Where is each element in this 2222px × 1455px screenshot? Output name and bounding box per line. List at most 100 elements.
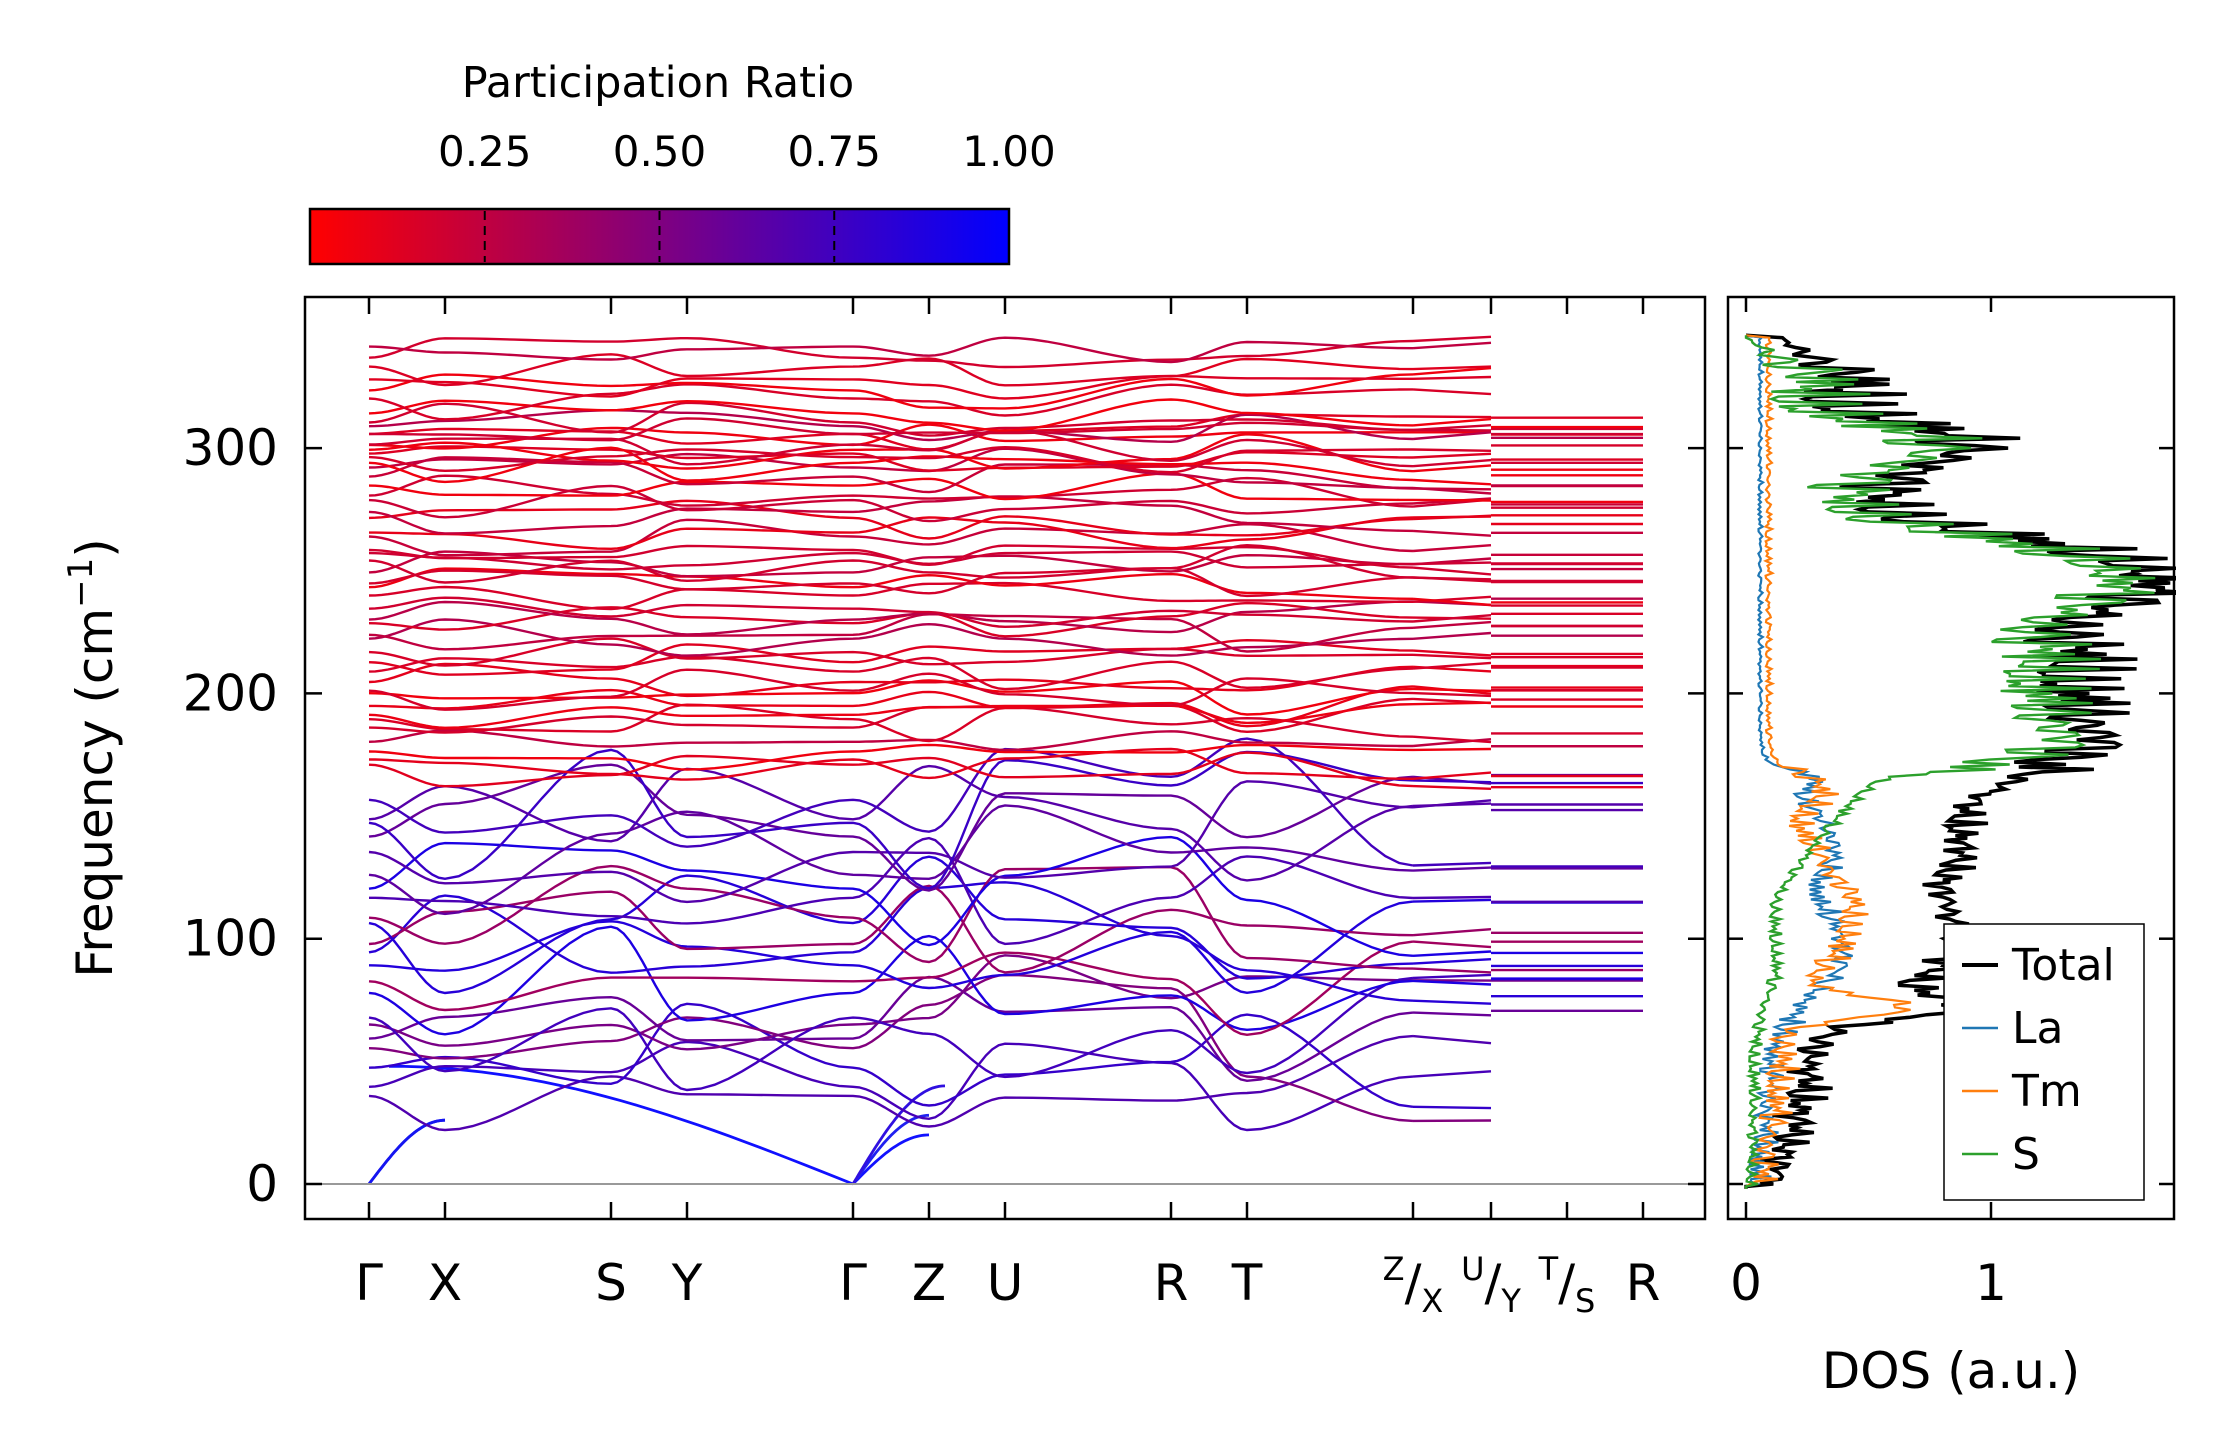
band-line	[1412, 576, 1492, 581]
band-line	[1412, 431, 1492, 441]
band-line	[368, 456, 1414, 494]
hs-label-x: X	[428, 1254, 462, 1312]
acoustic-branch	[388, 1064, 854, 1186]
dos-x-tick-label: 0	[1730, 1254, 1762, 1312]
band-line	[1412, 424, 1492, 432]
band-line	[1412, 701, 1492, 706]
band-line	[1412, 631, 1492, 640]
band-line	[368, 373, 1414, 410]
band-line	[1412, 950, 1492, 957]
legend-label: S	[2012, 1129, 2040, 1180]
band-line	[1412, 999, 1492, 1005]
band-line	[368, 855, 1414, 995]
band-line	[368, 804, 1414, 916]
band-line	[1412, 498, 1492, 502]
band-line	[368, 940, 1414, 1037]
band-line	[1412, 779, 1492, 784]
hs-label-z: Z	[912, 1254, 946, 1312]
band-line	[368, 763, 1414, 892]
band-line	[1412, 448, 1492, 452]
band-line	[1412, 928, 1492, 937]
band-line	[1412, 375, 1492, 380]
band-line	[368, 662, 1414, 698]
band-line	[368, 679, 1414, 716]
legend-label: Tm	[2011, 1066, 2082, 1117]
band-line	[1412, 614, 1492, 623]
band-line	[369, 417, 1414, 442]
band-line	[1412, 1034, 1492, 1045]
band-line	[1412, 861, 1492, 867]
band-line	[1412, 561, 1492, 566]
band-line	[368, 543, 1414, 584]
band-line	[368, 864, 1414, 970]
hs-label-u: U	[987, 1254, 1024, 1312]
band-line	[1412, 649, 1492, 657]
hs-label-s: S	[595, 1254, 627, 1312]
band-line	[368, 737, 1414, 867]
band-lines	[367, 335, 1643, 1186]
band-line	[368, 518, 1414, 557]
band-line	[1412, 366, 1492, 376]
band-line	[1412, 620, 1492, 629]
band-line	[1412, 735, 1492, 744]
band-line	[1412, 452, 1492, 459]
hs-label-r: R	[1626, 1254, 1661, 1312]
band-line	[1412, 784, 1492, 790]
band-line	[1412, 898, 1492, 903]
band-line	[1412, 365, 1492, 371]
band-line	[368, 445, 1414, 472]
band-line	[1412, 967, 1492, 974]
band-line	[1412, 653, 1492, 660]
hs-label-y: Y	[671, 1254, 703, 1312]
colorbar: Participation Ratio 0.25 0.50 0.75 1.00	[308, 58, 1056, 266]
hs-label-gamma: Γ	[839, 1254, 867, 1312]
band-line	[368, 428, 1414, 468]
colorbar-tick-label: 1.00	[962, 127, 1056, 176]
band-line	[368, 336, 1414, 364]
band-line	[368, 337, 1414, 369]
band-line	[1412, 388, 1492, 396]
band-line	[368, 954, 1414, 1051]
band-line	[1412, 478, 1492, 486]
band-line	[369, 747, 1414, 781]
band-line	[368, 925, 1414, 1036]
band-line	[1412, 335, 1492, 343]
band-line	[368, 544, 1414, 569]
acoustic-branch	[367, 1118, 446, 1185]
band-line	[368, 600, 1414, 636]
band-line	[1412, 771, 1492, 780]
band-line	[368, 472, 1413, 502]
hs-label-gamma: Γ	[355, 1254, 383, 1312]
y-tick-label: 200	[183, 664, 278, 722]
colorbar-ticks: 0.25 0.50 0.75 1.00	[438, 127, 1056, 262]
hs-label-z-x: Z/X	[1383, 1250, 1444, 1320]
band-line	[368, 655, 1414, 691]
dos-total-curve	[1744, 333, 2176, 1189]
band-line	[368, 484, 1414, 523]
y-tick-label: 100	[183, 910, 278, 968]
acoustic-branch	[367, 1118, 446, 1185]
acoustic-branch	[851, 1133, 930, 1185]
band-line	[368, 764, 1414, 882]
legend-label: La	[2012, 1003, 2063, 1054]
colorbar-tick-label: 0.75	[787, 127, 881, 176]
dos-x-tick-label: 1	[1975, 1254, 2007, 1312]
hs-label-u-y: U/Y	[1461, 1250, 1521, 1320]
band-line	[369, 516, 1414, 551]
band-line	[1412, 661, 1492, 670]
band-x-ticks: Γ X S Y Γ Z U R T RZ/XU/YT/S	[355, 297, 1660, 1320]
y-tick-label: 300	[183, 419, 278, 477]
band-line	[369, 357, 1414, 400]
dos-legend: Total La Tm S	[1943, 923, 2145, 1201]
band-line	[368, 729, 1413, 752]
band-line	[368, 884, 1414, 974]
dos-s-curve	[1744, 335, 2156, 1189]
band-line	[1412, 341, 1492, 350]
band-line	[368, 1002, 1414, 1108]
band-line	[368, 499, 1414, 540]
band-line	[368, 835, 1414, 957]
band-line	[368, 446, 1414, 484]
band-line	[1412, 544, 1492, 553]
